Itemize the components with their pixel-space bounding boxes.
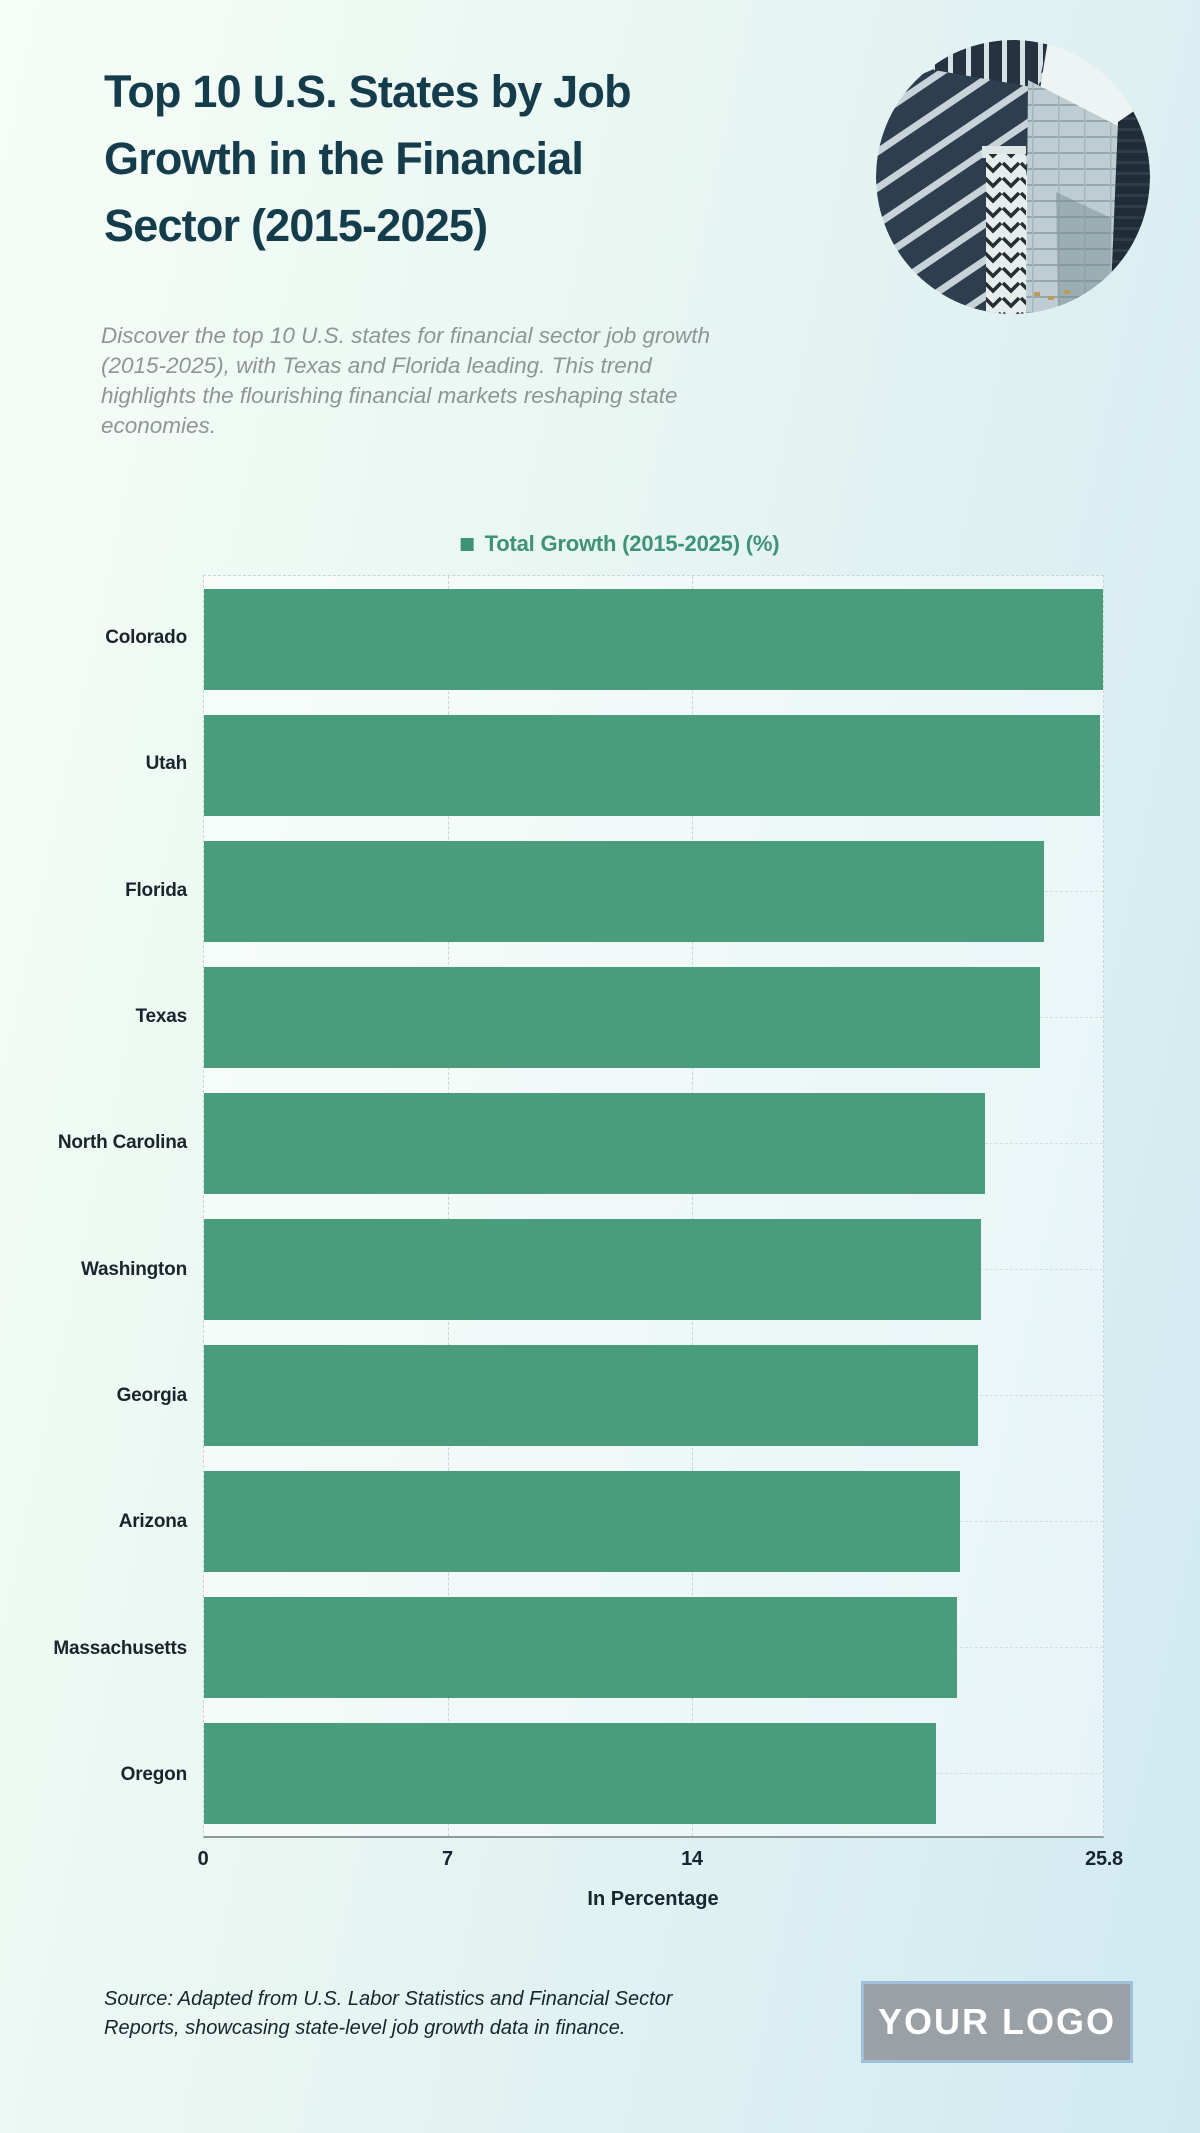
text-line: Discover the top 10 U.S. states for fina… [101,323,711,348]
text-line: Reports, showcasing state-level job grow… [104,2017,626,2039]
text-line: economies. [101,413,217,438]
x-tick-0: 0 [197,1848,209,1870]
y-label-arizona: Arizona [118,1511,187,1533]
bar-chart-plot-area [203,575,1104,1838]
x-tick-7: 7 [442,1848,453,1870]
text-line: Growth in the Financial [104,133,584,184]
logo-placeholder: YOUR LOGO [861,1981,1133,2063]
bar-florida [204,840,1044,942]
page-subtitle: Discover the top 10 U.S. states for fina… [101,321,801,441]
y-label-washington: Washington [81,1258,187,1280]
x-tick-25.8: 25.8 [1085,1848,1123,1870]
text-line: Source: Adapted from U.S. Labor Statisti… [104,1988,673,2010]
x-axis-ticks: 0 7 14 25.8 [198,1848,1124,1874]
y-label-florida: Florida [125,879,187,901]
bar-row-texas [204,954,1103,1080]
bar-row-oregon [204,1710,1103,1836]
bar-row-florida [204,828,1103,954]
bar-colorado [204,588,1103,690]
logo-text: YOUR LOGO [877,2001,1116,2042]
text-line: (2015-2025), with Texas and Florida lead… [101,353,652,378]
bar-row-massachusetts [204,1584,1103,1710]
bar-row-north-carolina [204,1080,1103,1206]
y-label-georgia: Georgia [116,1384,188,1406]
bar-row-georgia [204,1332,1103,1458]
bar-texas [204,966,1041,1068]
legend-label: Total Growth (2015-2025) (%) [484,531,780,556]
x-axis-title: In Percentage [587,1888,719,1910]
vertical-gridline [691,576,693,1836]
legend-square-icon [460,537,474,551]
y-label-massachusetts: Massachusetts [53,1637,187,1659]
text-line: Sector (2015-2025) [104,200,488,251]
bar-north-carolina [204,1092,985,1194]
skyscrapers-illustration [876,40,1150,314]
y-label-utah: Utah [145,753,188,775]
bar-arizona [204,1470,961,1572]
y-label-oregon: Oregon [120,1763,188,1785]
y-label-north-carolina: North Carolina [57,1132,187,1154]
text-line: Top 10 U.S. States by Job [104,66,632,117]
y-label-texas: Texas [135,1006,188,1028]
bar-washington [204,1218,982,1320]
bar-row-arizona [204,1458,1103,1584]
bar-oregon [204,1722,936,1824]
bar-row-colorado [204,576,1103,702]
page-title: Top 10 U.S. States by Job Growth in the F… [104,58,864,259]
chart-legend: Total Growth (2015-2025) (%) [460,531,780,557]
y-label-colorado: Colorado [105,627,187,649]
financial-district-photo [876,40,1150,314]
bar-massachusetts [204,1596,957,1698]
bar-georgia [204,1344,978,1446]
source-note: Source: Adapted from U.S. Labor Statisti… [104,1985,714,2043]
x-tick-14: 14 [681,1848,703,1870]
text-line: highlights the flourishing financial mar… [101,383,678,408]
y-axis-labels: Colorado Utah Florida Texas North Carolina Wa… [0,575,195,1838]
bar-utah [204,714,1100,816]
bar-row-washington [204,1206,1103,1332]
bar-row-utah [204,702,1103,828]
vertical-gridline [447,576,449,1836]
